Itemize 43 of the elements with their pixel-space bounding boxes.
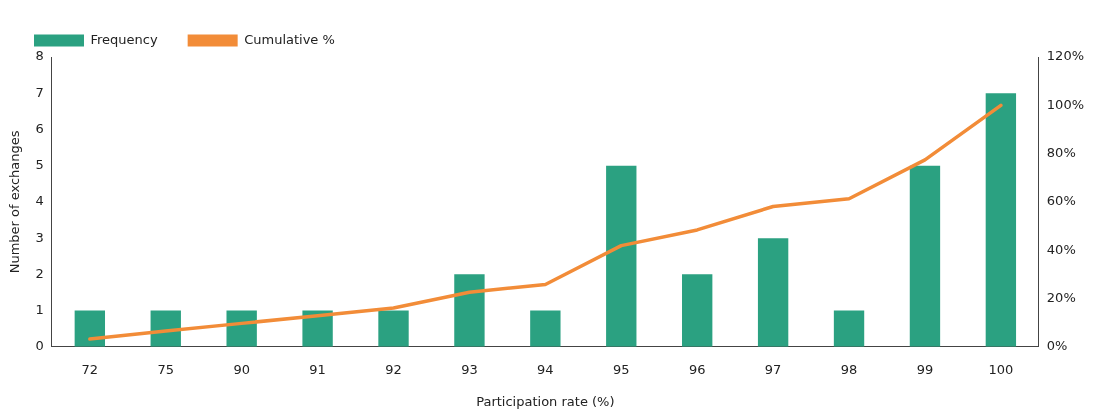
y2-tick-label: 80% — [1046, 144, 1076, 160]
x-tick-label: 95 — [613, 361, 630, 377]
x-tick-label: 99 — [916, 361, 934, 377]
x-tick-label: 92 — [385, 361, 402, 377]
y2-tick-label: 20% — [1046, 289, 1076, 305]
bar — [985, 93, 1017, 347]
legend-label: Frequency — [90, 31, 158, 47]
x-tick-label: 98 — [840, 361, 858, 377]
y-tick-label: 1 — [35, 301, 44, 317]
legend-label: Cumulative % — [244, 31, 335, 47]
bar — [909, 165, 941, 347]
bar — [682, 274, 713, 347]
y-tick-label: 7 — [35, 84, 44, 100]
y-tick-label: 8 — [35, 48, 44, 64]
x-tick-label: 90 — [233, 361, 250, 377]
bar — [378, 310, 409, 347]
x-tick-label: 75 — [157, 361, 175, 377]
y2-tick-label: 0% — [1046, 338, 1068, 354]
y-tick-label: 6 — [35, 120, 44, 136]
x-axis-title: Participation rate (%) — [476, 393, 615, 409]
bar — [530, 310, 561, 347]
bar — [454, 274, 485, 347]
y2-tick-label: 120% — [1046, 48, 1085, 64]
x-tick-label: 94 — [537, 361, 554, 377]
y-tick-label: 0 — [35, 338, 44, 354]
y-tick-label: 3 — [35, 229, 44, 245]
x-tick-label: 96 — [688, 361, 706, 377]
y-axis-title: Number of exchanges — [7, 130, 23, 274]
y-tick-label: 4 — [35, 193, 44, 209]
x-tick-label: 97 — [764, 361, 782, 377]
y2-tick-label: 60% — [1046, 193, 1076, 209]
x-tick-label: 93 — [461, 361, 478, 377]
y-tick-label: 5 — [35, 157, 44, 173]
y2-tick-label: 40% — [1046, 241, 1076, 257]
bar — [757, 238, 789, 347]
y2-tick-label: 100% — [1046, 96, 1085, 112]
x-tick-label: 100 — [988, 361, 1014, 377]
bar — [606, 165, 637, 347]
x-tick-label: 72 — [81, 361, 99, 377]
bar — [74, 310, 106, 347]
bar — [833, 310, 865, 347]
x-tick-label: 91 — [309, 361, 326, 377]
y-tick-label: 2 — [35, 265, 44, 281]
